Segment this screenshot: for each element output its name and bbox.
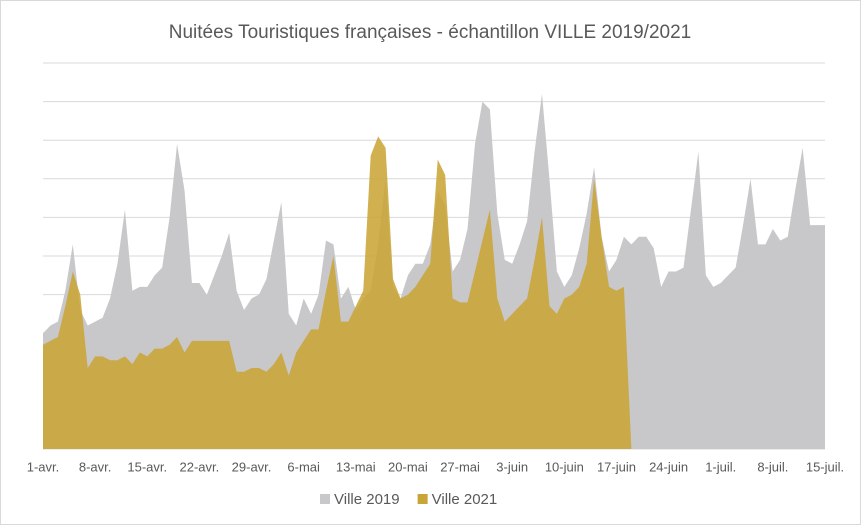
x-tick-label: 24-juin <box>649 459 688 474</box>
legend-swatch <box>320 494 330 504</box>
legend-label: Ville 2021 <box>432 491 498 508</box>
x-tick-label: 6-mai <box>287 459 320 474</box>
chart-title: Nuitées Touristiques françaises - échant… <box>169 22 691 43</box>
x-tick-label: 17-juin <box>597 459 636 474</box>
legend-label: Ville 2019 <box>334 491 400 508</box>
legend-swatch <box>417 494 428 504</box>
x-tick-label: 13-mai <box>336 459 376 474</box>
x-tick-label: 27-mai <box>440 459 480 474</box>
x-tick-label: 29-avr. <box>232 459 272 474</box>
x-tick-label: 10-juin <box>545 459 584 474</box>
x-tick-label: 20-mai <box>388 459 428 474</box>
x-tick-label: 15-juil. <box>806 459 844 474</box>
x-tick-label: 3-juin <box>496 459 528 474</box>
x-tick-label: 8-juil. <box>757 459 788 474</box>
x-tick-label: 22-avr. <box>180 459 220 474</box>
x-tick-label: 1-juil. <box>705 459 736 474</box>
x-tick-label: 15-avr. <box>127 459 167 474</box>
x-tick-label: 8-avr. <box>79 459 112 474</box>
x-tick-label: 1-avr. <box>27 459 60 474</box>
area <box>43 136 632 449</box>
